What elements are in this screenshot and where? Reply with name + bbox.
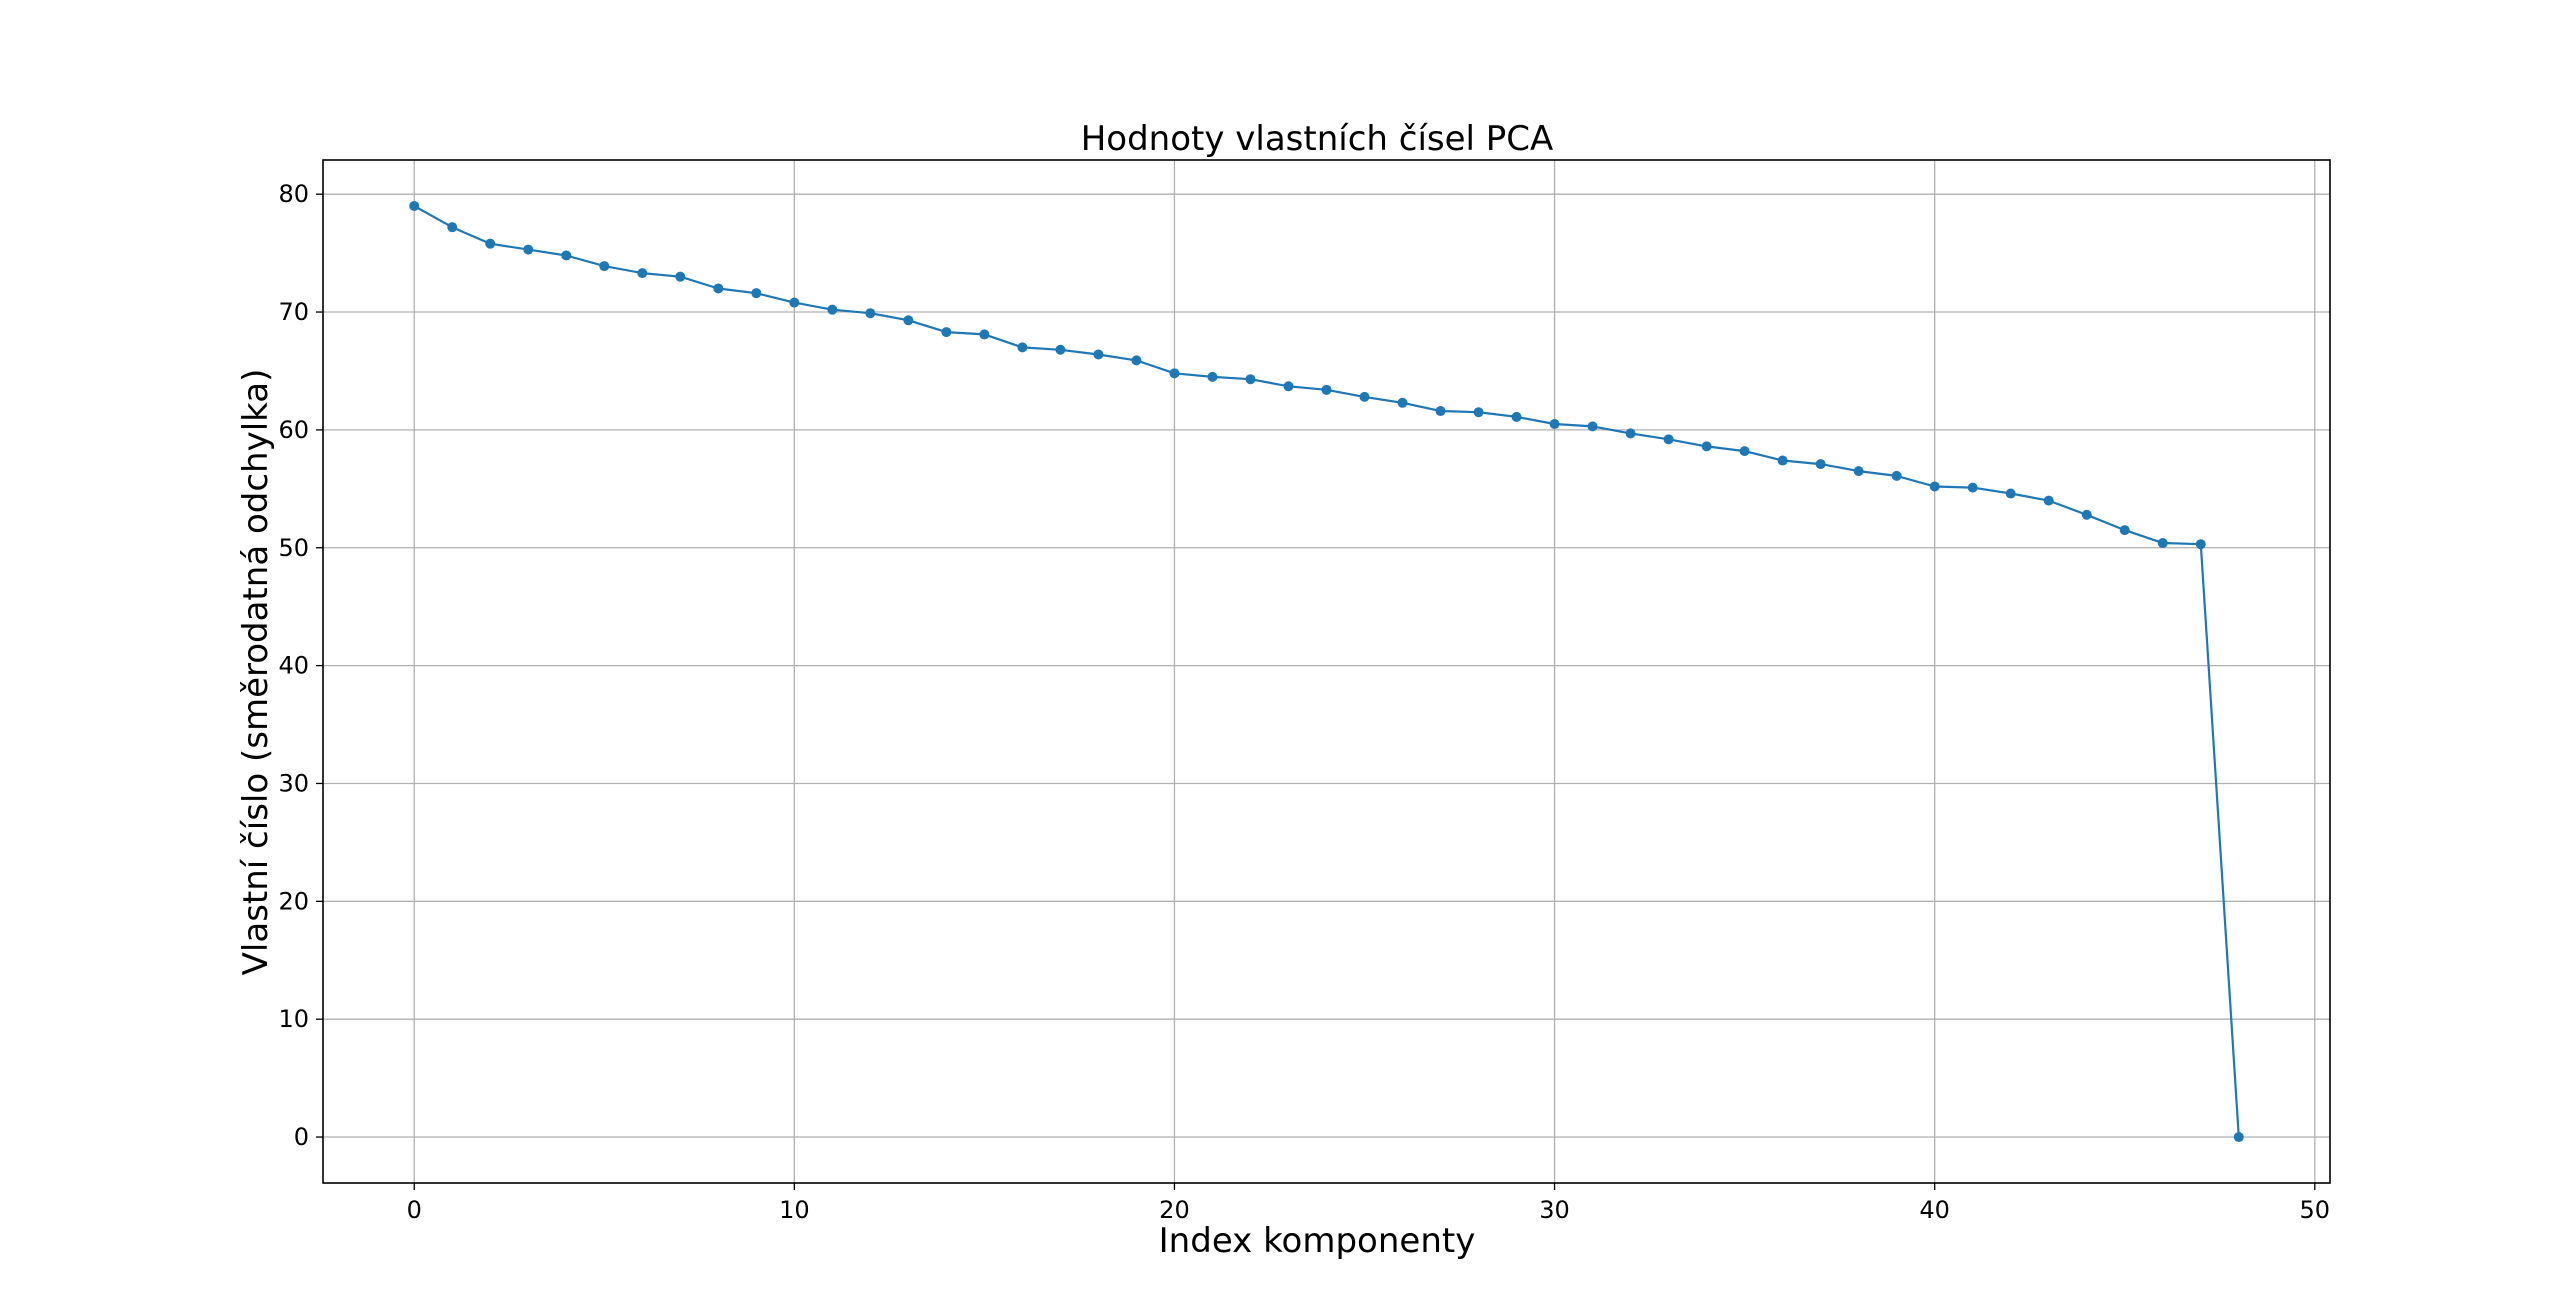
y-tick-label: 50 [278, 534, 309, 562]
axis-ticks: 0 10 20 30 40 50 0 10 20 30 40 50 60 70 80 [278, 180, 2330, 1224]
data-point [447, 222, 458, 233]
series-layer [409, 200, 2244, 1143]
data-point [751, 288, 762, 299]
x-tick-label: 40 [1919, 1196, 1950, 1224]
y-axis-label: Vlastní číslo (směrodatná odchylka) [236, 369, 276, 976]
data-point [1891, 470, 1902, 481]
data-point [1207, 371, 1218, 382]
y-tick-label: 80 [278, 180, 309, 208]
data-point [2005, 488, 2016, 499]
data-point [561, 250, 572, 261]
y-tick-label: 40 [278, 652, 309, 680]
data-point [1739, 446, 1750, 457]
x-axis-label: Index komponenty [1159, 1221, 1476, 1261]
data-point [1967, 482, 1978, 493]
data-point [1587, 421, 1598, 432]
data-point [941, 327, 952, 338]
data-point [1093, 349, 1104, 360]
grid-lines [323, 160, 2330, 1183]
data-point [1017, 342, 1028, 353]
y-tick-label: 0 [294, 1123, 309, 1151]
y-tick-label: 70 [278, 298, 309, 326]
data-point [1511, 411, 1522, 422]
data-point [675, 271, 686, 282]
data-point [1245, 374, 1256, 385]
data-point [2195, 539, 2206, 550]
y-tick-label: 20 [278, 887, 309, 915]
x-tick-label: 20 [1159, 1196, 1190, 1224]
data-point [1321, 384, 1332, 395]
x-tick-label: 30 [1539, 1196, 1570, 1224]
data-point [637, 268, 648, 279]
data-point [2043, 495, 2054, 506]
data-point [1663, 434, 1674, 445]
chart-title: Hodnoty vlastních čísel PCA [1081, 119, 1554, 159]
y-tick-label: 30 [278, 769, 309, 797]
data-point [1853, 466, 1864, 477]
data-point [1549, 419, 1560, 429]
data-point [713, 283, 724, 294]
data-point [1473, 407, 1484, 418]
data-point [1169, 368, 1180, 379]
data-point [409, 200, 420, 211]
data-point [2233, 1132, 2244, 1143]
data-point [903, 315, 914, 326]
data-point [1131, 355, 1142, 366]
data-point [1435, 406, 1446, 417]
data-point [827, 304, 838, 315]
data-point [789, 297, 800, 308]
data-point [1929, 481, 1940, 492]
data-point [2119, 525, 2130, 536]
data-point [1625, 428, 1636, 439]
data-point [1397, 397, 1408, 408]
data-point [1777, 455, 1788, 466]
x-tick-label: 50 [2300, 1196, 2331, 1224]
x-tick-label: 0 [407, 1196, 422, 1224]
data-point [2157, 538, 2168, 549]
data-point [1283, 381, 1294, 392]
data-point [523, 244, 534, 255]
data-point [1701, 441, 1712, 452]
data-point [865, 308, 876, 319]
data-point [1815, 459, 1826, 470]
data-point [1359, 391, 1370, 402]
data-point [1055, 344, 1066, 355]
x-tick-label: 10 [779, 1196, 810, 1224]
data-point [599, 261, 610, 272]
y-tick-label: 60 [278, 416, 309, 444]
data-point [979, 329, 990, 340]
plot-area-frame [322, 159, 2331, 1184]
data-point [485, 238, 496, 249]
data-point [2081, 509, 2092, 520]
y-tick-label: 10 [278, 1005, 309, 1033]
